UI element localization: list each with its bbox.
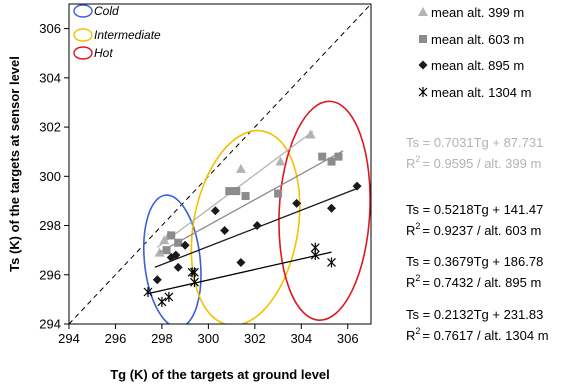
data-point [180, 240, 190, 250]
legend-marker [418, 87, 428, 97]
x-tick-label: 298 [151, 331, 173, 346]
y-axis-title: Ts (K) of the targets at sensor level [7, 56, 22, 272]
data-point [167, 231, 176, 240]
data-point [152, 275, 162, 285]
y-tick-label: 304 [39, 70, 61, 85]
data-point [164, 291, 174, 302]
data-point [159, 235, 170, 245]
group-label-hot: Hot [94, 46, 113, 60]
legend-label: mean alt. 399 m [431, 5, 524, 20]
legend-marker [418, 7, 428, 16]
x-axis-title: Tg (K) of the targets at ground level [110, 367, 330, 382]
plot-frame [68, 3, 372, 325]
data-point [327, 157, 336, 166]
data-point [157, 296, 167, 307]
r2-label: R2 = 0.9237 / alt. 603 m [406, 221, 541, 238]
plot-area [69, 4, 371, 324]
group-label-cold: Cold [94, 4, 119, 18]
group-ellipse-cold [142, 194, 202, 324]
x-tick-label: 306 [337, 331, 359, 346]
data-point [190, 277, 199, 288]
data-point [318, 152, 327, 161]
y-tick-label: 294 [39, 317, 61, 332]
group-label-intermediate: Intermediate [94, 28, 161, 42]
x-tick-label: 304 [290, 331, 312, 346]
legend-marker [418, 60, 428, 70]
x-tick-label: 294 [58, 331, 80, 346]
y-tick-label: 296 [39, 267, 61, 282]
data-point [143, 287, 153, 297]
equation-label: Ts = 0.7031Tg + 87.731 [406, 135, 543, 150]
data-point [173, 262, 183, 272]
r2-label: R2 = 0.9595 / alt. 399 m [406, 154, 541, 171]
legend-label: mean alt. 603 m [431, 32, 524, 47]
data-point [252, 221, 262, 231]
legend-label: mean alt. 895 m [431, 58, 524, 73]
data-point [232, 187, 241, 196]
data-point [334, 152, 343, 161]
group-ellipse-hot [278, 100, 371, 321]
axes: 294 296 298 300 302 304 306 294 296 298 300 302 304 3… [39, 3, 372, 346]
regression-equations: Ts = 0.7031Tg + 87.731 R2 = 0.9595 / alt. … [406, 135, 549, 343]
fit-line-2 [159, 150, 344, 253]
equation-label: Ts = 0.2132Tg + 231.83 [406, 307, 543, 322]
group-legend-ellipse [73, 4, 93, 18]
data-point [171, 250, 181, 260]
legend-marker [419, 35, 427, 43]
data-point [327, 203, 337, 213]
data-point [190, 267, 199, 278]
equation-label: Ts = 0.5218Tg + 141.47 [406, 202, 543, 217]
data-point [274, 189, 283, 198]
data-point [162, 246, 171, 255]
data-point [236, 257, 246, 267]
data-point [235, 163, 246, 173]
x-tick-label: 296 [105, 331, 127, 346]
data-point [305, 129, 316, 139]
data-point [174, 238, 183, 247]
data-point [210, 206, 220, 216]
data-point [225, 187, 234, 196]
data-point [327, 257, 336, 268]
group-legend-ellipse [73, 46, 93, 60]
data-point [241, 192, 250, 200]
fit-line-4 [147, 251, 332, 295]
y-tick-label: 300 [39, 169, 61, 184]
equation-label: Ts = 0.3679Tg + 186.78 [406, 254, 543, 269]
group-labels: Cold Intermediate Hot [73, 4, 161, 60]
one-to-one-line [69, 4, 371, 324]
y-tick-label: 298 [39, 218, 61, 233]
data-point [220, 225, 230, 235]
data-point [310, 242, 320, 253]
x-tick-label: 302 [244, 331, 266, 346]
y-tick-label: 306 [39, 21, 61, 36]
group-legend-ellipse [73, 28, 93, 42]
legend-label: mean alt. 1304 m [431, 85, 531, 100]
group-ellipse-intermediate [190, 129, 301, 324]
legend: mean alt. 399 m mean alt. 603 m mean alt. … [418, 5, 531, 100]
y-tick-label: 302 [39, 120, 61, 135]
data-point [352, 181, 362, 191]
data-point [275, 156, 286, 166]
plot-clip-group [69, 4, 371, 324]
x-tick-label: 300 [198, 331, 220, 346]
r2-label: R2 = 0.7432 / alt. 895 m [406, 273, 541, 290]
r2-label: R2 = 0.7617 / alt. 1304 m [406, 326, 549, 343]
data-point [292, 198, 302, 208]
